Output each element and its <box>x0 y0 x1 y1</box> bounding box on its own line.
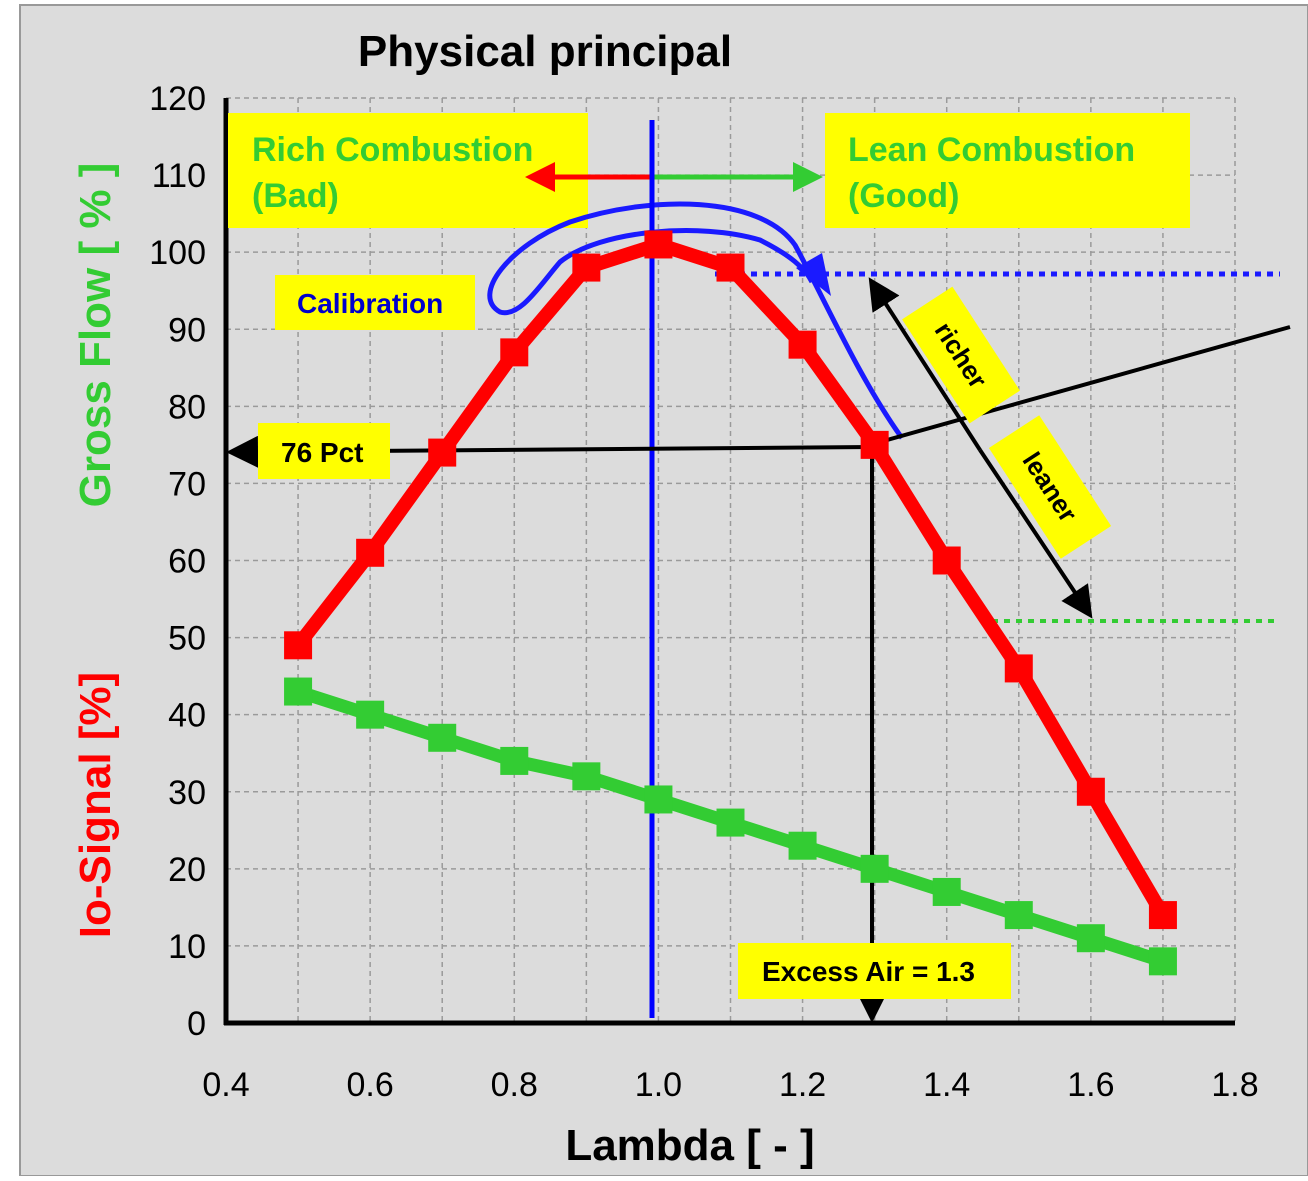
rich-combustion-label: Rich Combustion <box>252 131 533 169</box>
series-io-signal <box>284 230 1177 930</box>
data-point <box>1076 924 1105 953</box>
pct-label: 76 Pct <box>281 437 364 468</box>
data-point <box>716 253 745 282</box>
y-tick-labels: 0 10 20 30 40 50 60 70 80 90 100 110 120 <box>149 80 206 1043</box>
data-point <box>1148 947 1177 976</box>
chart-title: Physical principal <box>358 27 732 76</box>
x-tick-label: 0.6 <box>347 1066 394 1104</box>
y-axis-label-gross-flow: Gross Flow [ % ] <box>71 163 120 508</box>
data-point <box>644 785 673 814</box>
data-point <box>860 430 889 459</box>
data-point <box>1076 777 1105 806</box>
excess-air-box <box>738 943 1011 999</box>
x-tick-label: 1.4 <box>923 1066 970 1104</box>
x-tick-label: 1.0 <box>635 1066 682 1104</box>
data-point <box>932 546 961 575</box>
data-point <box>428 438 457 467</box>
data-point <box>284 677 313 706</box>
x-axis-label: Lambda [ - ] <box>565 1121 814 1170</box>
x-tick-label: 1.8 <box>1211 1066 1258 1104</box>
y-tick-label: 110 <box>152 157 206 195</box>
pct-box <box>258 423 390 479</box>
y-tick-label: 80 <box>168 388 206 426</box>
y-tick-label: 40 <box>168 697 206 735</box>
y-tick-label: 0 <box>187 1005 206 1043</box>
data-point <box>356 700 385 729</box>
rich-combustion-sub: (Bad) <box>252 177 339 215</box>
leaner-arrow <box>978 448 1093 619</box>
richer-box <box>902 286 1020 424</box>
data-point <box>428 723 457 752</box>
x-tick-label: 0.4 <box>202 1066 249 1104</box>
data-point <box>788 330 817 359</box>
lean-combustion-sub: (Good) <box>848 177 959 215</box>
data-point <box>1004 654 1033 683</box>
y-tick-label: 90 <box>168 311 206 349</box>
y-tick-label: 30 <box>168 774 206 812</box>
data-point <box>1148 901 1177 930</box>
x-tick-labels: 0.4 0.6 0.8 1.0 1.2 1.4 1.6 1.8 <box>202 1066 1258 1104</box>
x-tick-label: 1.6 <box>1067 1066 1114 1104</box>
data-point <box>572 762 601 791</box>
data-point <box>500 338 529 367</box>
calibration-label: Calibration <box>297 288 443 319</box>
y-tick-label: 70 <box>168 465 206 503</box>
y-axis-label-io-signal: Io-Signal [%] <box>71 672 120 938</box>
lean-combustion-label: Lean Combustion <box>848 131 1135 169</box>
data-point <box>788 831 817 860</box>
diagonal-line <box>879 325 1291 444</box>
data-point <box>716 808 745 837</box>
excess-air-label: Excess Air = 1.3 <box>762 956 975 987</box>
y-tick-label: 60 <box>168 543 206 581</box>
data-point <box>860 854 889 883</box>
data-point <box>572 253 601 282</box>
y-tick-label: 100 <box>149 234 206 272</box>
data-point <box>500 746 529 775</box>
data-point <box>932 877 961 906</box>
data-point <box>644 230 673 259</box>
data-point <box>1004 901 1033 930</box>
lean-combustion-box <box>825 113 1190 228</box>
calibration-band <box>487 201 905 440</box>
y-tick-label: 20 <box>168 851 206 889</box>
data-point <box>284 631 313 660</box>
x-tick-label: 1.2 <box>779 1066 826 1104</box>
series-gross-flow <box>284 677 1177 976</box>
y-tick-label: 10 <box>168 928 206 966</box>
calibration-box <box>275 275 475 330</box>
x-tick-label: 0.8 <box>491 1066 538 1104</box>
y-tick-label: 50 <box>168 620 206 658</box>
y-tick-label: 120 <box>149 80 206 118</box>
richer-arrow <box>868 277 982 452</box>
data-point <box>356 538 385 567</box>
leaner-box <box>988 415 1112 559</box>
